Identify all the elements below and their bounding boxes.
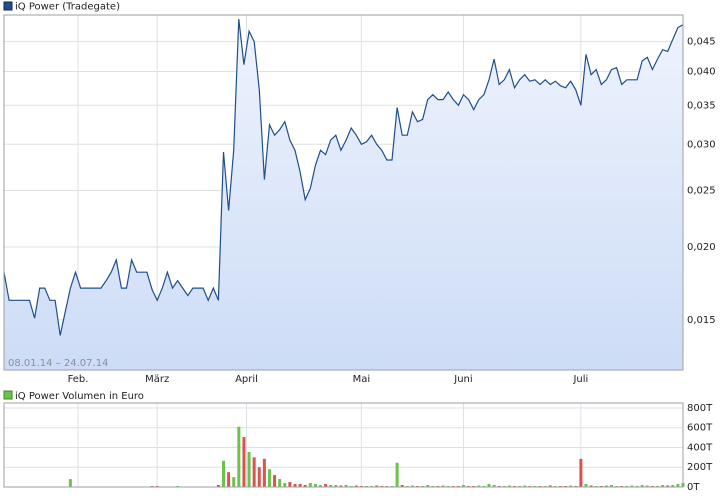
y-tick-label: 200T	[687, 462, 713, 473]
x-tick-label: Juli	[572, 374, 588, 385]
y-tick-label: 0T	[687, 482, 700, 493]
y-tick-label: 0,015	[687, 315, 716, 326]
volume-bar	[569, 485, 573, 487]
volume-bar	[303, 485, 307, 487]
volume-bar	[222, 460, 226, 487]
volume-bar	[344, 485, 348, 487]
y-tick-label: 0,020	[687, 242, 716, 253]
volume-bar	[671, 485, 675, 487]
y-tick-label: 0,030	[687, 139, 716, 150]
legend-swatch	[3, 390, 13, 400]
volume-bar	[68, 479, 72, 487]
legend-swatch	[3, 1, 13, 11]
volume-bar	[395, 462, 399, 487]
y-tick-label: 0,045	[687, 37, 716, 48]
volume-bar	[400, 485, 404, 487]
plot-frame	[3, 14, 684, 371]
volume-bar	[610, 485, 614, 487]
x-tick-label: April	[235, 374, 258, 385]
volume-bar	[237, 426, 241, 487]
volume-bar	[523, 485, 527, 487]
volume-bar	[293, 484, 297, 487]
volume-bar	[242, 437, 246, 487]
volume-bar	[298, 484, 302, 487]
volume-bar	[589, 485, 593, 487]
volume-bar	[441, 485, 445, 487]
volume-bar	[324, 484, 328, 487]
volume-bar	[262, 458, 266, 487]
volume-bar	[666, 485, 670, 487]
x-tick-label: Feb.	[68, 374, 89, 385]
volume-bar	[507, 485, 511, 487]
volume-bar	[273, 475, 277, 487]
volume-bar	[604, 485, 608, 487]
volume-bar	[339, 485, 343, 487]
volume-bar	[252, 457, 256, 487]
volume-bar	[232, 477, 236, 487]
volume-bar	[410, 485, 414, 487]
volume-bar	[334, 485, 338, 487]
x-tick-label: Mai	[353, 374, 371, 385]
price-line	[3, 19, 684, 336]
volume-bar	[227, 472, 231, 487]
legend-label: iQ Power Volumen in Euro	[15, 391, 144, 402]
volume-bar	[283, 483, 287, 487]
volume-bar	[579, 458, 583, 487]
x-tick-label: März	[145, 374, 169, 385]
plot-frame	[3, 402, 684, 488]
volume-bar	[247, 451, 251, 487]
y-tick-label: 0,040	[687, 66, 716, 77]
volume-bar	[354, 485, 358, 487]
volume-bar	[426, 485, 430, 487]
volume-bar	[584, 484, 588, 487]
volume-bar	[630, 485, 634, 487]
date-range: 08.01.14 – 24.07.14	[8, 358, 108, 369]
volume-bar	[288, 482, 292, 487]
volume-bar	[548, 485, 552, 487]
volume-bar	[676, 484, 680, 487]
area	[4, 19, 683, 370]
x-tick-label: Juni	[453, 374, 472, 385]
y-tick-label: 0,025	[687, 185, 716, 196]
volume-bar	[492, 485, 496, 487]
volume-bar	[640, 485, 644, 487]
y-tick-label: 800T	[687, 403, 713, 414]
volume-bar	[661, 485, 665, 487]
volume-bar	[278, 479, 282, 487]
legend-label: iQ Power (Tradegate)	[15, 2, 120, 13]
volume-bar	[319, 485, 323, 487]
volume-bar	[461, 485, 465, 487]
volume-bar	[313, 484, 317, 487]
y-tick-label: 600T	[687, 423, 713, 434]
volume-bar	[267, 469, 271, 487]
volume-bar	[216, 485, 220, 487]
y-tick-label: 0,035	[687, 100, 716, 111]
y-tick-label: 400T	[687, 442, 713, 453]
volume-bar	[257, 467, 261, 487]
volume-bar	[308, 483, 312, 487]
volume-bar	[329, 485, 333, 487]
volume-bar	[645, 485, 649, 487]
volume-bar	[487, 484, 491, 487]
volume-bar	[477, 485, 481, 487]
volume-bar	[375, 485, 379, 487]
